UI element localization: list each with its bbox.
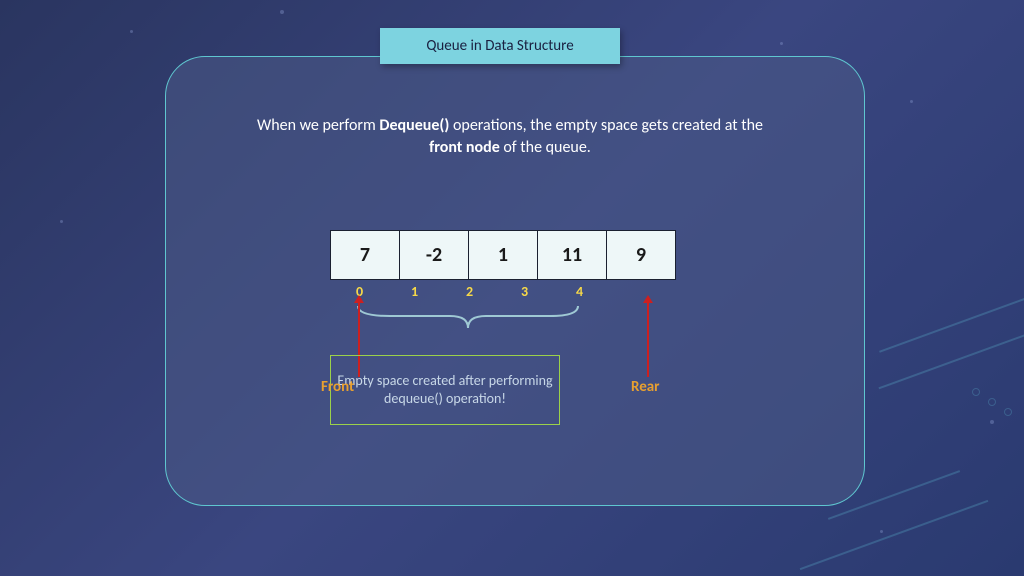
queue-index: 4 xyxy=(576,283,631,300)
queue-index: 0 xyxy=(356,283,411,300)
desc-p3: of the queue. xyxy=(500,138,591,157)
queue-cells: 7 -2 1 11 9 xyxy=(330,230,676,280)
desc-p2: operations, the empty space gets created… xyxy=(449,116,763,135)
queue-cell: -2 xyxy=(399,230,469,280)
arrow-rear-icon xyxy=(647,301,649,377)
desc-b2: front node xyxy=(429,138,500,157)
desc-b1: Dequeue() xyxy=(379,116,449,135)
brace-icon xyxy=(350,302,590,342)
queue-indices: 0 1 2 3 4 xyxy=(356,283,631,300)
desc-p1: When we perform xyxy=(257,116,379,135)
empty-space-callout: Empty space created after performing deq… xyxy=(330,355,560,425)
queue-index: 1 xyxy=(411,283,466,300)
queue-cell: 9 xyxy=(606,230,676,280)
rear-label: Rear xyxy=(631,378,660,396)
description: When we perform Dequeue() operations, th… xyxy=(240,115,780,158)
queue-cell: 1 xyxy=(468,230,538,280)
queue-index: 3 xyxy=(521,283,576,300)
empty-space-text: Empty space created after performing deq… xyxy=(335,372,555,408)
queue-index: 2 xyxy=(466,283,521,300)
queue-cell: 7 xyxy=(330,230,400,280)
title-banner: Queue in Data Structure xyxy=(380,28,620,64)
queue-cell: 11 xyxy=(537,230,607,280)
front-label: Front xyxy=(321,378,354,396)
title-text: Queue in Data Structure xyxy=(426,37,573,55)
